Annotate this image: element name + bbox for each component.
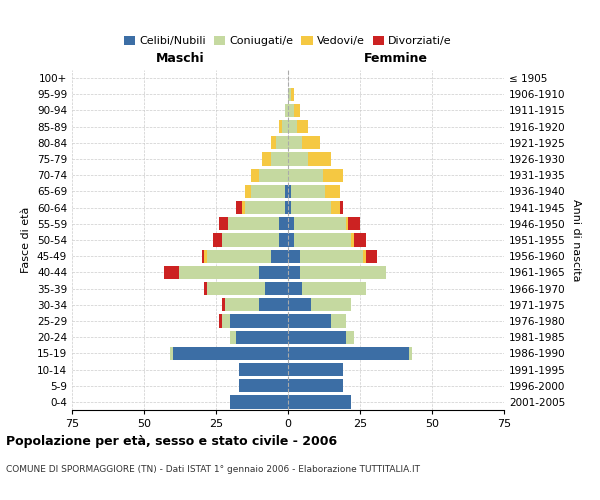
Bar [219, 314, 222, 328]
Bar [302, 136, 320, 149]
Bar [262, 152, 271, 166]
Bar [288, 217, 294, 230]
Bar [285, 201, 288, 214]
Bar [285, 104, 288, 117]
Bar [259, 298, 288, 312]
Bar [294, 234, 352, 246]
Bar [366, 250, 377, 263]
Bar [288, 120, 296, 134]
Bar [202, 250, 205, 263]
Bar [219, 217, 227, 230]
Bar [230, 330, 236, 344]
Bar [173, 346, 288, 360]
Bar [349, 217, 360, 230]
Bar [245, 185, 251, 198]
Bar [288, 330, 346, 344]
Bar [224, 298, 259, 312]
Bar [288, 346, 409, 360]
Text: Maschi: Maschi [155, 52, 205, 65]
Bar [259, 266, 288, 279]
Bar [288, 136, 302, 149]
Bar [311, 298, 352, 312]
Bar [346, 217, 349, 230]
Bar [205, 250, 208, 263]
Bar [164, 266, 179, 279]
Bar [236, 330, 288, 344]
Bar [271, 136, 277, 149]
Bar [277, 136, 288, 149]
Bar [299, 266, 386, 279]
Bar [208, 282, 265, 295]
Bar [271, 152, 288, 166]
Bar [340, 201, 343, 214]
Bar [259, 168, 288, 182]
Bar [280, 120, 282, 134]
Text: Popolazione per età, sesso e stato civile - 2006: Popolazione per età, sesso e stato civil… [6, 435, 337, 448]
Bar [354, 234, 366, 246]
Bar [288, 379, 343, 392]
Bar [271, 250, 288, 263]
Bar [331, 201, 340, 214]
Bar [288, 201, 291, 214]
Bar [251, 185, 285, 198]
Bar [288, 250, 299, 263]
Bar [409, 346, 412, 360]
Bar [308, 152, 331, 166]
Bar [291, 201, 331, 214]
Bar [288, 314, 331, 328]
Bar [352, 234, 354, 246]
Text: COMUNE DI SPORMAGGIORE (TN) - Dati ISTAT 1° gennaio 2006 - Elaborazione TUTTITAL: COMUNE DI SPORMAGGIORE (TN) - Dati ISTAT… [6, 465, 420, 474]
Legend: Celibi/Nubili, Coniugati/e, Vedovi/e, Divorziati/e: Celibi/Nubili, Coniugati/e, Vedovi/e, Di… [120, 32, 456, 50]
Bar [239, 379, 288, 392]
Bar [288, 396, 352, 408]
Bar [239, 363, 288, 376]
Bar [288, 234, 294, 246]
Bar [323, 168, 343, 182]
Bar [236, 201, 242, 214]
Bar [288, 168, 323, 182]
Bar [288, 152, 308, 166]
Bar [205, 282, 208, 295]
Y-axis label: Anni di nascita: Anni di nascita [571, 198, 581, 281]
Bar [296, 120, 308, 134]
Bar [302, 282, 366, 295]
Bar [282, 120, 288, 134]
Bar [208, 250, 271, 263]
Bar [222, 234, 280, 246]
Bar [288, 298, 311, 312]
Bar [288, 185, 291, 198]
Bar [291, 88, 294, 101]
Bar [242, 201, 245, 214]
Bar [346, 330, 354, 344]
Bar [230, 314, 288, 328]
Bar [331, 314, 346, 328]
Text: Femmine: Femmine [364, 52, 428, 65]
Y-axis label: Fasce di età: Fasce di età [22, 207, 31, 273]
Bar [291, 185, 325, 198]
Bar [299, 250, 363, 263]
Bar [170, 346, 173, 360]
Bar [363, 250, 366, 263]
Bar [288, 104, 294, 117]
Bar [222, 298, 224, 312]
Bar [294, 104, 299, 117]
Bar [213, 234, 222, 246]
Bar [245, 201, 285, 214]
Bar [230, 396, 288, 408]
Bar [179, 266, 259, 279]
Bar [251, 168, 259, 182]
Bar [288, 88, 291, 101]
Bar [294, 217, 346, 230]
Bar [325, 185, 340, 198]
Bar [288, 363, 343, 376]
Bar [265, 282, 288, 295]
Bar [227, 217, 280, 230]
Bar [288, 282, 302, 295]
Bar [288, 266, 299, 279]
Bar [285, 185, 288, 198]
Bar [280, 217, 288, 230]
Bar [280, 234, 288, 246]
Bar [222, 314, 230, 328]
